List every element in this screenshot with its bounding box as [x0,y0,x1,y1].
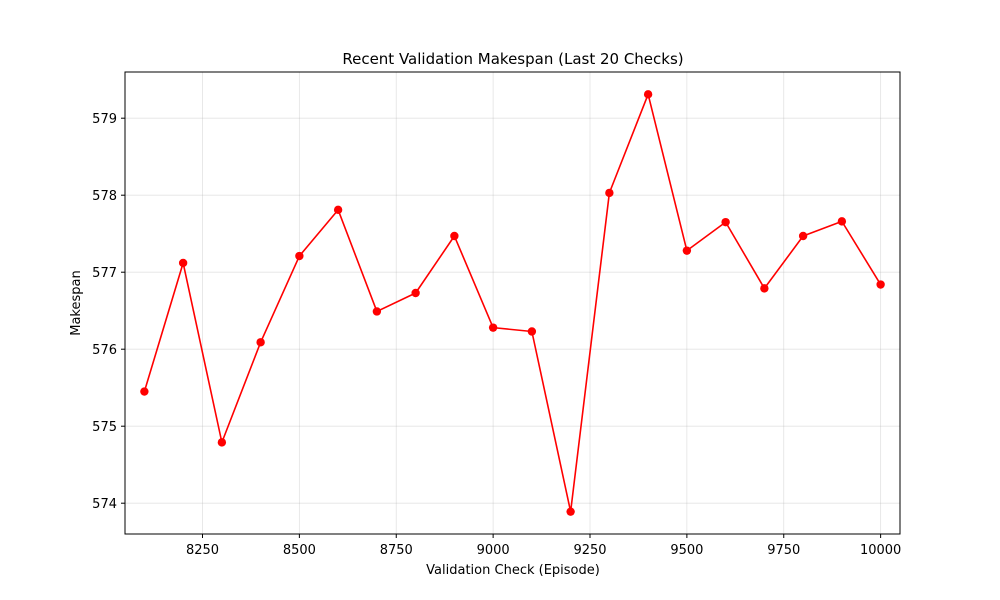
y-tick-label: 578 [92,189,117,204]
x-tick-label: 9000 [477,543,510,558]
data-point [605,188,614,198]
y-tick-label: 579 [92,112,117,127]
data-point [295,251,304,261]
data-point [217,438,227,447]
data-point [643,90,653,99]
data-point [527,327,537,336]
x-axis-label: Validation Check (Episode) [426,563,600,578]
y-tick-label: 575 [92,420,117,435]
data-point [876,280,885,289]
x-axis: 8250 8500 8750 9000 9250 9500 9750 10000 [186,534,901,558]
y-axis: 574 575 576 577 578 579 [92,112,125,512]
x-tick-label: 9250 [573,543,606,558]
data-point [798,231,808,241]
data-point [837,217,847,226]
x-tick-label: 9750 [767,543,800,558]
data-point [372,307,382,316]
data-point [760,284,769,293]
series-layer [140,90,885,516]
data-point [411,288,420,298]
plot-area-frame [124,71,901,535]
series-line [143,93,882,513]
data-point [178,258,188,268]
data-point [682,246,692,255]
data-point [721,217,730,227]
data-point [450,231,459,241]
chart-title: Recent Validation Makespan (Last 20 Chec… [342,50,683,68]
grid [125,72,900,534]
x-tick-label: 10000 [860,543,901,558]
data-point [256,338,265,347]
data-point [566,507,575,516]
data-point [140,387,149,396]
x-tick-label: 9500 [670,543,703,558]
y-axis-label: Makespan [69,270,84,335]
data-point [488,323,498,332]
x-tick-label: 8250 [186,543,219,558]
y-tick-label: 574 [92,497,117,512]
x-tick-label: 8500 [283,543,316,558]
y-tick-label: 576 [92,343,117,358]
y-tick-label: 577 [92,266,117,281]
data-point [333,205,343,215]
x-tick-label: 8750 [380,543,413,558]
